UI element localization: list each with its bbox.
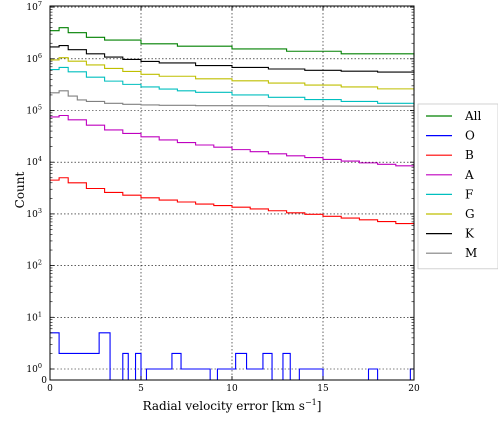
y-tick-label: 103: [26, 207, 42, 220]
x-tick-label: 20: [408, 384, 420, 394]
series-line-k: [50, 45, 415, 73]
legend-label-o: O: [465, 129, 475, 143]
legend-label-a: A: [464, 168, 474, 182]
x-axis-title: Radial velocity error [km s−1]: [143, 398, 322, 413]
series-line-g: [50, 57, 415, 91]
y-tick-label: 104: [26, 155, 42, 168]
axes: [49, 5, 415, 381]
x-tick-label: 0: [47, 384, 53, 394]
legend-label-f: F: [465, 187, 473, 201]
legend-box: [417, 103, 498, 270]
x-tick-label: 15: [317, 384, 329, 394]
y-tick-label: 101: [26, 310, 42, 323]
series-layer: [50, 27, 415, 381]
series-line-a: [50, 114, 415, 168]
legend-label-m: M: [465, 246, 477, 260]
series-line-b: [50, 177, 415, 226]
x-tick-label: 5: [138, 384, 144, 394]
legend-label-b: B: [465, 148, 474, 162]
legend-label-k: K: [465, 227, 475, 241]
y-tick-label: 107: [26, 0, 42, 13]
y-tick-label: 100: [26, 362, 42, 375]
legend-label-all: All: [464, 109, 482, 123]
legend-label-g: G: [465, 207, 475, 221]
series-line-f: [50, 66, 415, 105]
series-line-m: [50, 90, 414, 107]
series-line-all: [50, 27, 415, 57]
y-tick-label: 0: [41, 376, 47, 386]
x-tick-label: 10: [226, 384, 238, 394]
y-tick-label: 106: [26, 52, 42, 65]
y-tick-label: 105: [26, 104, 42, 117]
y-axis-title: Count: [13, 171, 27, 208]
y-tick-label: 102: [26, 259, 42, 272]
